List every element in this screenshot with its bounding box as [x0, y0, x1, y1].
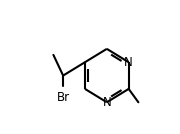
Text: Br: Br: [57, 91, 70, 104]
Text: N: N: [102, 96, 111, 109]
Text: N: N: [124, 56, 133, 69]
